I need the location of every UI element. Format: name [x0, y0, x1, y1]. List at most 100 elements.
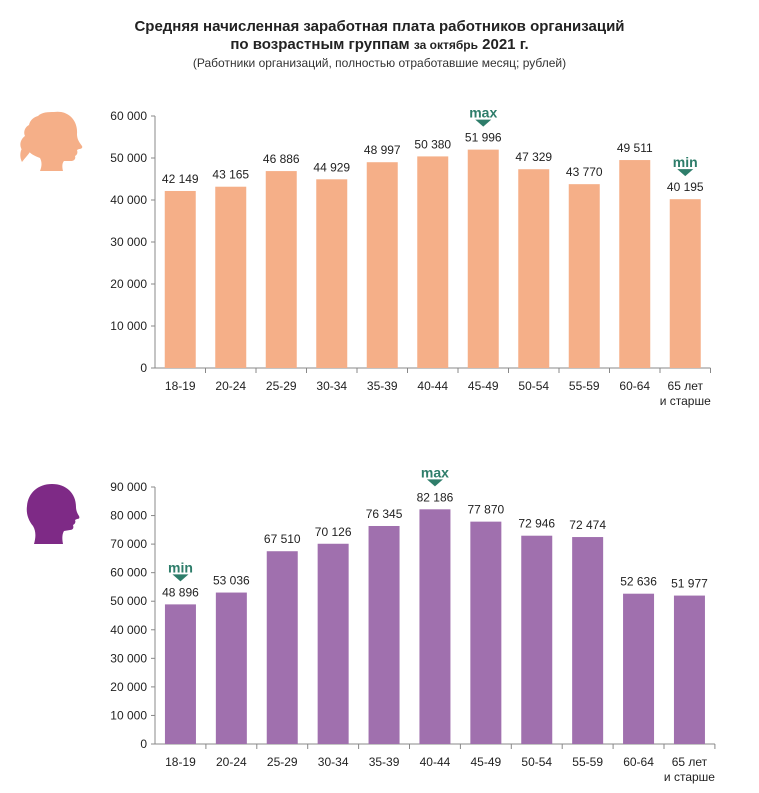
bar [417, 156, 449, 368]
female-head-icon [20, 111, 83, 171]
data-label: 44 929 [313, 160, 350, 174]
chart-subtitle: (Работники организаций, полностью отрабо… [192, 56, 567, 70]
min-marker: min [168, 559, 193, 582]
bar [368, 525, 400, 744]
y-tick-label: 0 [140, 361, 147, 375]
y-tick-label: 10 000 [110, 319, 147, 333]
x-tick-label: 60-64 [619, 379, 650, 393]
min-label: min [673, 154, 698, 170]
x-tick-label: 45-49 [470, 755, 501, 769]
y-tick-label: 60 000 [110, 109, 147, 123]
bar [572, 537, 604, 744]
y-tick-label: 70 000 [110, 537, 147, 551]
data-label: 46 886 [263, 152, 300, 166]
min-marker: min [673, 154, 698, 177]
x-tick-label: 45-49 [468, 379, 499, 393]
max-marker: max [421, 464, 449, 487]
y-tick-label: 20 000 [110, 680, 147, 694]
bar [568, 184, 600, 368]
bar [419, 509, 451, 744]
x-tick-label: 65 лет и старше [660, 379, 711, 408]
bar [215, 186, 247, 368]
data-label: 49 511 [617, 141, 653, 155]
chart-title: Средняя начисленная заработная плата раб… [134, 18, 625, 35]
data-label: 47 329 [515, 150, 552, 164]
max-label: max [421, 464, 449, 480]
data-label: 53 036 [213, 574, 250, 588]
y-tick-label: 30 000 [110, 651, 147, 665]
x-tick-label: 50-54 [518, 379, 549, 393]
down-arrow-icon [475, 119, 492, 127]
male-head-icon [26, 484, 80, 544]
y-tick-label: 40 000 [110, 623, 147, 637]
data-label: 42 149 [162, 172, 199, 186]
bar [669, 199, 701, 368]
bar [266, 551, 298, 744]
bar [673, 595, 705, 744]
data-label: 48 997 [364, 143, 401, 157]
bar [215, 592, 247, 744]
data-label: 72 946 [518, 517, 555, 531]
y-tick-label: 80 000 [110, 509, 147, 523]
data-label: 70 126 [315, 525, 352, 539]
bar [366, 162, 398, 368]
x-tick-label: 18-19 [165, 755, 196, 769]
x-tick-label: 35-39 [367, 379, 398, 393]
x-tick-label: 50-54 [521, 755, 552, 769]
bar [470, 521, 502, 744]
data-label: 51 996 [465, 131, 502, 145]
bar [316, 179, 348, 368]
down-arrow-icon [677, 169, 694, 177]
x-tick-label: 25-29 [267, 755, 298, 769]
y-tick-label: 20 000 [110, 277, 147, 291]
bar [317, 543, 349, 744]
bar [623, 593, 655, 744]
bar [521, 535, 553, 744]
y-tick-label: 0 [140, 737, 147, 751]
data-label: 72 474 [569, 518, 606, 532]
min-label: min [168, 559, 193, 575]
female-salary-bar-chart: 0 10 000 20 000 30 000 40 000 50 000 60 000 42 … [110, 105, 711, 408]
y-tick-label: 90 000 [110, 480, 147, 494]
x-tick-label: 60-64 [623, 755, 654, 769]
y-tick-label: 50 000 [110, 594, 147, 608]
x-tick-label: 30-34 [318, 755, 349, 769]
y-tick-label: 40 000 [110, 193, 147, 207]
male-salary-bar-chart: 0 10 000 20 000 30 000 40 000 50 000 60 000 70 … [110, 464, 716, 784]
x-tick-label: 35-39 [369, 755, 400, 769]
bar [619, 160, 651, 368]
chart-title-line2: по возрастным группам за октябрь 2021 г. [0, 36, 759, 53]
x-tick-label: 18-19 [165, 379, 196, 393]
title-line2-period: за октябрь [413, 38, 478, 52]
x-tick-label: 40-44 [417, 379, 448, 393]
data-label: 77 870 [467, 503, 504, 517]
data-label: 48 896 [162, 585, 199, 599]
x-tick-label: 20-24 [216, 755, 247, 769]
bar [265, 171, 297, 368]
x-tick-label: 55-59 [572, 755, 603, 769]
title-line2-year: 2021 г. [482, 36, 529, 53]
down-arrow-icon [426, 479, 443, 487]
x-tick-label: 20-24 [215, 379, 246, 393]
x-tick-label: 25-29 [266, 379, 297, 393]
data-label: 43 770 [566, 165, 603, 179]
x-tick-label: 55-59 [569, 379, 600, 393]
max-marker: max [469, 105, 497, 127]
data-label: 51 977 [671, 577, 708, 591]
data-label: 40 195 [667, 180, 704, 194]
data-label: 82 186 [417, 490, 454, 504]
y-tick-label: 60 000 [110, 566, 147, 580]
bar [518, 169, 550, 368]
data-label: 76 345 [366, 507, 403, 521]
max-label: max [469, 105, 497, 121]
down-arrow-icon [172, 574, 189, 582]
bar [164, 604, 196, 744]
data-label: 43 165 [212, 168, 249, 182]
x-tick-label: 40-44 [420, 755, 451, 769]
bar [467, 149, 499, 368]
title-line2-main: по возрастным группам [230, 36, 410, 53]
y-tick-label: 50 000 [110, 151, 147, 165]
bar [164, 190, 196, 368]
data-label: 50 380 [414, 137, 451, 151]
data-label: 52 636 [620, 575, 657, 589]
